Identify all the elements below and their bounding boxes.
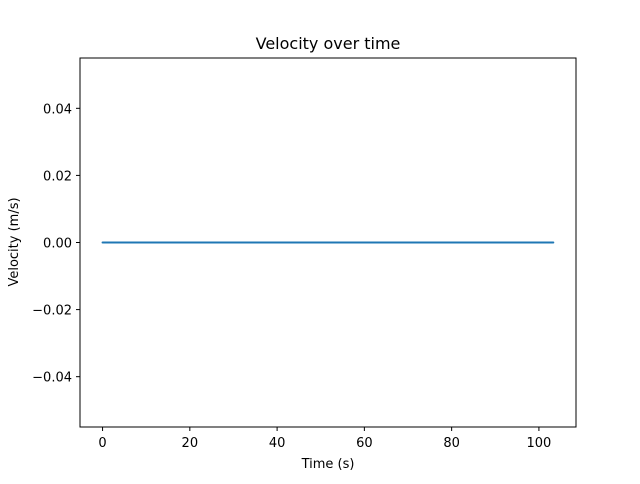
y-axis: −0.04 −0.02 0.00 0.02 0.04: [32, 102, 80, 386]
y-tick-label: 0.04: [43, 102, 72, 117]
y-tick-label: −0.02: [32, 304, 72, 319]
y-tick-label: 0.00: [43, 237, 72, 252]
y-axis-label: Velocity (m/s): [7, 197, 22, 286]
y-tick-label: −0.04: [32, 371, 72, 386]
x-tick-label: 0: [98, 436, 106, 451]
x-tick-label: 80: [443, 436, 460, 451]
x-tick-label: 60: [356, 436, 373, 451]
x-tick-label: 100: [526, 436, 551, 451]
x-axis: 0 20 40 60 80 100: [98, 427, 551, 451]
y-tick-label: 0.02: [43, 169, 72, 184]
plot-area: [79, 57, 577, 428]
x-tick-label: 20: [182, 436, 199, 451]
x-axis-label: Time (s): [301, 457, 355, 472]
chart-title: Velocity over time: [256, 34, 401, 53]
x-tick-label: 40: [269, 436, 286, 451]
